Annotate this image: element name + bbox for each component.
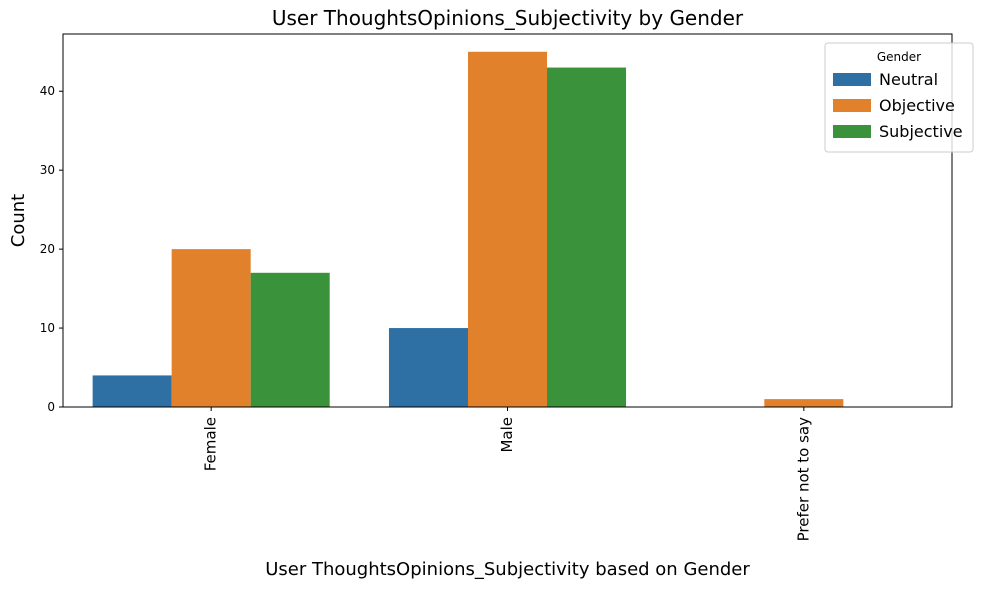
bar-objective-prefer-not-to-say [764,399,844,407]
legend-box [824,42,974,153]
bar-objective-female [171,249,251,407]
x-tick-label: Male [498,417,516,453]
legend-label-neutral: Neutral [879,70,938,89]
legend-label-subjective: Subjective [879,122,963,141]
x-axis-label: User ThoughtsOpinions_Subjectivity based… [265,559,750,580]
legend-swatch-subjective [833,125,871,138]
legend-swatch-neutral [833,73,871,86]
legend-label-objective: Objective [879,96,955,115]
y-axis: 0 10 20 30 40 [40,84,63,414]
bar-neutral-female [92,375,172,407]
legend-items: Neutral Objective Subjective [833,70,963,141]
y-tick-label: 40 [40,84,55,98]
y-tick-label: 10 [40,321,55,335]
chart-title: User ThoughtsOpinions_Subjectivity by Ge… [272,6,744,30]
x-tick-label: Female [202,417,220,471]
x-tick-label: Prefer not to say [794,417,812,541]
bar-neutral-male [388,328,468,407]
bar-subjective-female [250,272,330,407]
legend-swatch-objective [833,99,871,112]
bars-group [92,51,844,408]
legend-title: Gender [877,50,921,64]
y-tick-label: 30 [40,163,55,177]
y-axis-label: Count [8,194,29,247]
bar-objective-male [467,51,548,408]
bar-subjective-male [547,67,627,407]
legend: Gender Neutral Objective Subjective [824,42,974,153]
y-tick-label: 0 [47,400,55,414]
x-axis: Female Male Prefer not to say [202,407,812,541]
y-tick-label: 20 [40,242,55,256]
